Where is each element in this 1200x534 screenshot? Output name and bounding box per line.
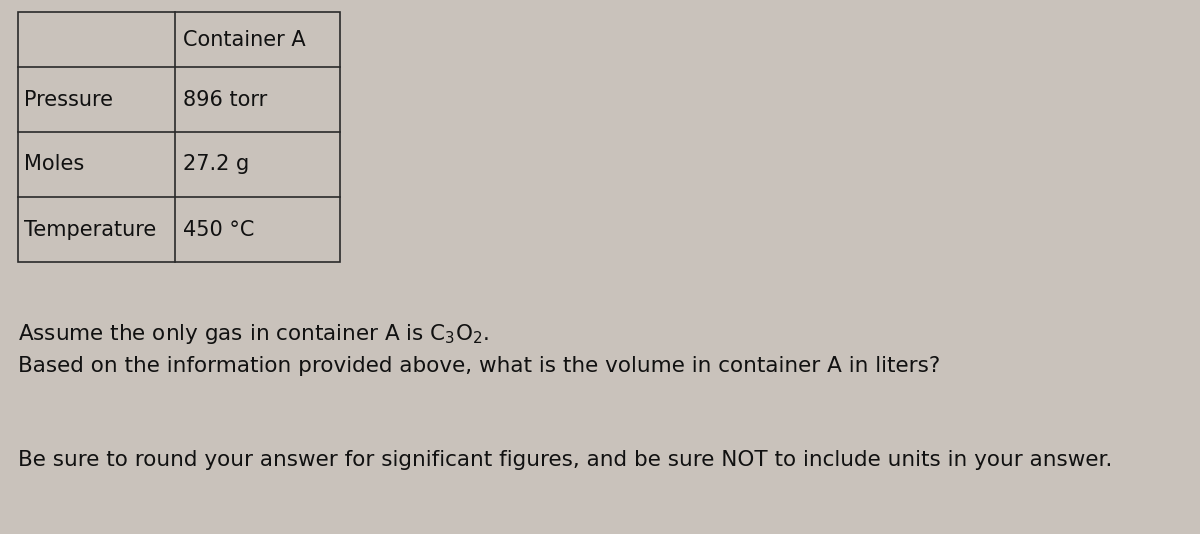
Text: Be sure to round your answer for significant figures, and be sure NOT to include: Be sure to round your answer for signifi… <box>18 450 1112 470</box>
Text: Temperature: Temperature <box>24 219 156 240</box>
Text: Based on the information provided above, what is the volume in container A in li: Based on the information provided above,… <box>18 356 941 376</box>
Text: Container A: Container A <box>182 29 306 50</box>
Text: Assume the only gas in container A is $\mathregular{C_3O_2}$.: Assume the only gas in container A is $\… <box>18 322 488 346</box>
Text: 450 °C: 450 °C <box>182 219 254 240</box>
Text: 27.2 g: 27.2 g <box>182 154 250 175</box>
Bar <box>18 12 340 262</box>
Text: Pressure: Pressure <box>24 90 113 109</box>
Text: 896 torr: 896 torr <box>182 90 268 109</box>
Text: Moles: Moles <box>24 154 84 175</box>
